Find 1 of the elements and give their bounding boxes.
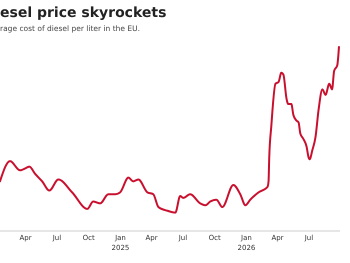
chart-title: esel price skyrockets bbox=[0, 5, 166, 21]
